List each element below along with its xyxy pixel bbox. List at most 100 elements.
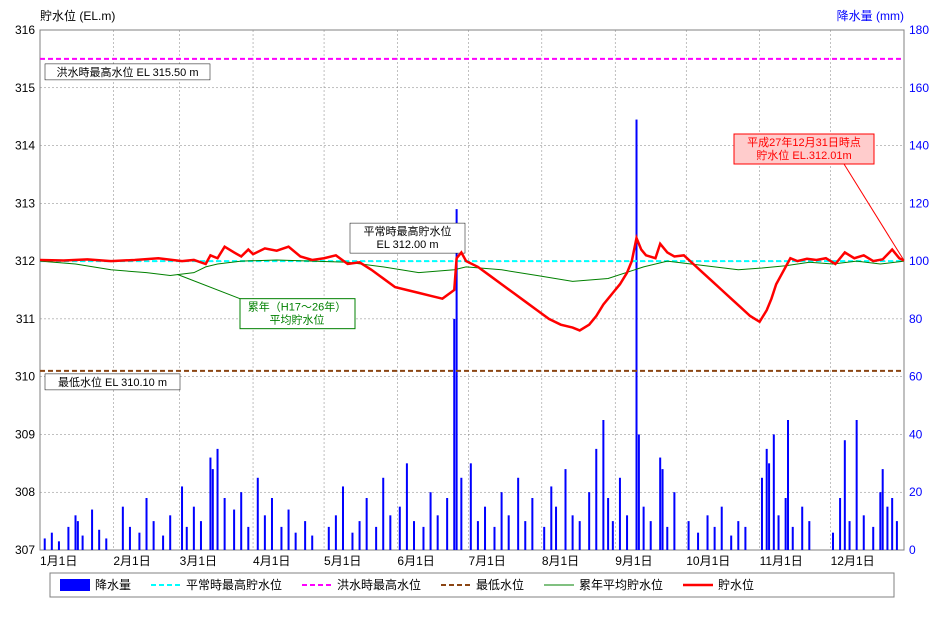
precip-bar — [311, 536, 313, 550]
precip-bar — [839, 498, 841, 550]
svg-text:8月1日: 8月1日 — [542, 554, 579, 568]
svg-text:11月1日: 11月1日 — [760, 554, 803, 568]
precip-bar — [508, 515, 510, 550]
precip-bar — [399, 507, 401, 550]
precip-bar — [58, 541, 60, 550]
svg-text:10月1日: 10月1日 — [686, 554, 730, 568]
precip-bar — [153, 521, 155, 550]
precip-bar — [662, 469, 664, 550]
precip-bar — [643, 507, 645, 550]
svg-text:貯水位: 貯水位 — [718, 577, 754, 592]
precip-bar — [437, 515, 439, 550]
precip-bar — [619, 478, 621, 550]
svg-text:309: 309 — [15, 427, 35, 441]
svg-text:308: 308 — [15, 485, 35, 499]
precip-bar — [607, 498, 609, 550]
precip-bar — [602, 420, 604, 550]
svg-text:80: 80 — [909, 312, 923, 326]
svg-text:313: 313 — [15, 196, 35, 210]
precip-bar — [886, 507, 888, 550]
precip-bar — [366, 498, 368, 550]
precip-bar — [673, 492, 675, 550]
precip-bar — [122, 507, 124, 550]
svg-text:EL 312.00 m: EL 312.00 m — [377, 239, 439, 251]
precip-bar — [896, 521, 898, 550]
precip-bar — [67, 527, 69, 550]
precip-bar — [659, 458, 661, 550]
precip-bar — [579, 521, 581, 550]
precip-bar — [555, 507, 557, 550]
svg-text:累年平均貯水位: 累年平均貯水位 — [579, 577, 663, 592]
svg-text:貯水位 (EL.m): 貯水位 (EL.m) — [40, 8, 115, 23]
svg-text:1月1日: 1月1日 — [40, 554, 77, 568]
precip-bar — [200, 521, 202, 550]
svg-text:平成27年12月31日時点: 平成27年12月31日時点 — [747, 135, 861, 149]
precip-bar — [335, 515, 337, 550]
svg-text:6月1日: 6月1日 — [397, 554, 434, 568]
svg-text:310: 310 — [15, 370, 35, 384]
svg-text:100: 100 — [909, 254, 929, 268]
svg-text:20: 20 — [909, 485, 923, 499]
precip-bar — [801, 507, 803, 550]
precip-bar — [484, 507, 486, 550]
precip-bar — [792, 527, 794, 550]
precip-bar — [295, 533, 297, 550]
precip-bar — [44, 538, 46, 550]
precip-bar — [714, 527, 716, 550]
precip-bar — [389, 515, 391, 550]
precip-bar — [891, 498, 893, 550]
avg-annotation: 累年（H17～26年）平均貯水位 — [177, 274, 355, 328]
precip-bar — [721, 507, 723, 550]
precip-bar — [638, 434, 640, 550]
precip-bar — [517, 478, 519, 550]
precip-bar — [422, 527, 424, 550]
svg-text:4月1日: 4月1日 — [253, 554, 290, 568]
precip-bar — [650, 521, 652, 550]
precip-bar — [162, 536, 164, 550]
precip-bar — [524, 521, 526, 550]
svg-text:40: 40 — [909, 427, 923, 441]
precip-bar — [768, 463, 770, 550]
precip-bar — [181, 486, 183, 550]
precip-bar — [351, 533, 353, 550]
precip-bar — [193, 507, 195, 550]
precip-bar — [98, 530, 100, 550]
precip-bar — [773, 434, 775, 550]
precip-bar — [697, 533, 699, 550]
svg-text:314: 314 — [15, 139, 35, 153]
svg-text:307: 307 — [15, 543, 35, 557]
precip-bar — [359, 521, 361, 550]
precip-bar — [77, 521, 79, 550]
svg-text:140: 140 — [909, 139, 929, 153]
chart-container: { "chart": { "type": "combo-line-bar", "… — [0, 0, 942, 626]
svg-text:3月1日: 3月1日 — [180, 554, 217, 568]
precip-bar — [169, 515, 171, 550]
precip-bar — [879, 492, 881, 550]
precip-bar — [105, 538, 107, 550]
precip-bar — [477, 521, 479, 550]
precip-bar — [280, 527, 282, 550]
svg-text:120: 120 — [909, 196, 929, 210]
svg-text:315: 315 — [15, 81, 35, 95]
precip-bar — [832, 533, 834, 550]
precip-bar — [666, 527, 668, 550]
svg-text:累年（H17～26年）: 累年（H17～26年） — [248, 300, 346, 314]
precip-bar — [406, 463, 408, 550]
precip-bar — [856, 420, 858, 550]
svg-text:最低水位 EL 310.10 m: 最低水位 EL 310.10 m — [58, 375, 167, 389]
water-level-line — [40, 238, 904, 330]
precip-bar — [588, 492, 590, 550]
precip-bar — [572, 515, 574, 550]
precip-bar — [146, 498, 148, 550]
precip-bar — [612, 521, 614, 550]
precip-bar — [413, 521, 415, 550]
precip-bar — [342, 486, 344, 550]
precip-bar — [186, 527, 188, 550]
precip-bar — [737, 521, 739, 550]
svg-text:降水量: 降水量 — [95, 578, 131, 592]
precip-bar — [744, 527, 746, 550]
precip-bar — [565, 469, 567, 550]
svg-text:316: 316 — [15, 23, 35, 37]
precip-bar — [707, 515, 709, 550]
chart-svg: 3073083093103113123133143153160204060801… — [0, 0, 942, 626]
